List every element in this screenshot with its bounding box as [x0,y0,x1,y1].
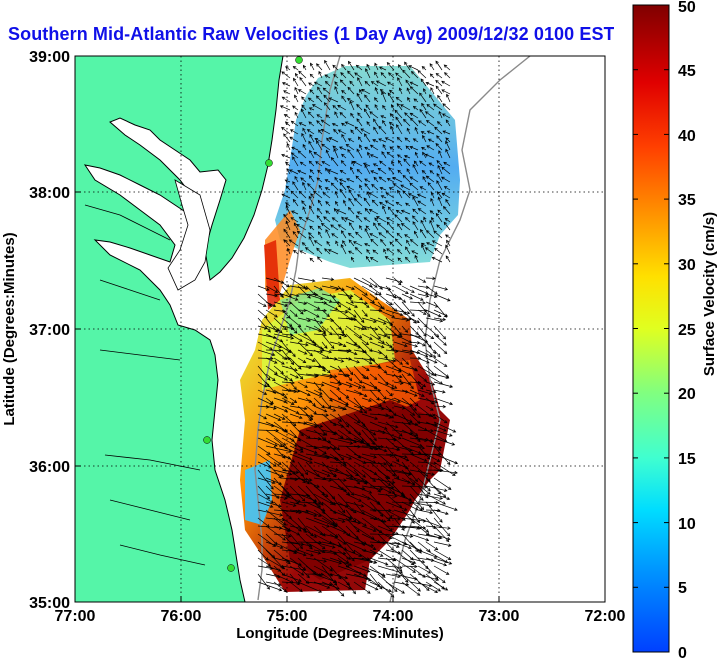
colorbar-tick-label: 35 [678,192,696,209]
colorbar-tick-label: 45 [678,63,696,80]
radar-site-marker [227,564,235,572]
colorbar-tick-labels: 0 5 10 15 20 25 30 35 40 45 50 [678,0,696,659]
colorbar-label: Surface Velocity (cm/s) [701,212,718,376]
y-tick-label: 39:00 [29,49,70,66]
colorbar [632,4,670,653]
y-axis-label: Latitude (Degrees:Minutes) [1,232,18,425]
x-axis-label: Longitude (Degrees:Minutes) [236,625,444,642]
x-tick-label: 72:00 [585,608,626,625]
map-title: Southern Mid-Atlantic Raw Velocities (1 … [8,24,614,44]
velocity-vectors [257,59,459,598]
colorbar-tick-label: 10 [678,516,696,533]
colorbar-tick-label: 40 [678,128,696,145]
radar-site-marker [265,159,273,167]
y-tick-label: 35:00 [29,595,70,612]
colorbar-tick-label: 15 [678,451,696,468]
x-tick-label: 76:00 [161,608,202,625]
colorbar-tick-label: 5 [678,580,687,597]
y-tick-label: 38:00 [29,185,70,202]
colorbar-tick-label: 20 [678,386,696,403]
bay-water [167,179,211,291]
x-tick-label: 75:00 [267,608,308,625]
colorbar-tick-label: 50 [678,0,696,16]
colorbar-tick-label: 25 [678,322,696,339]
map-grid [75,56,605,602]
x-tick-label: 73:00 [479,608,520,625]
x-tick-label: 74:00 [373,608,414,625]
colorbar-tick-label: 30 [678,257,696,274]
x-tick-label: 77:00 [55,608,96,625]
radar-site-marker [203,436,211,444]
y-tick-label: 36:00 [29,459,70,476]
radar-site-marker [295,56,303,64]
y-tick-label: 37:00 [29,322,70,339]
colorbar-tick-label: 0 [678,645,687,659]
